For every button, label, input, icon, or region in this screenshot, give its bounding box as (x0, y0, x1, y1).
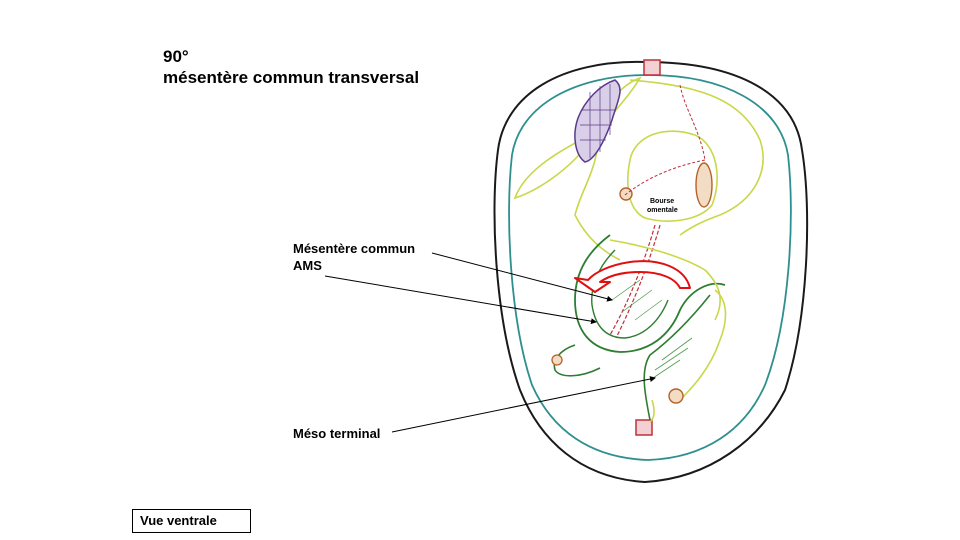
label-mesentere-line1: Mésentère commun (293, 241, 416, 256)
vessel-dashed (624, 159, 706, 196)
rectum-meso (649, 399, 655, 423)
title-angle: 90° (163, 47, 189, 66)
peritoneal-cavity (508, 74, 792, 461)
label-meso-terminal: Méso terminal (293, 426, 381, 441)
sigmoid-section (668, 388, 684, 404)
diagram-title: 90° mésentère commun transversal (163, 46, 419, 88)
leader-ams (324, 275, 597, 325)
intestinal-loop (574, 234, 726, 353)
leader-meso-terminal (391, 376, 656, 433)
body-outline (493, 60, 809, 484)
colon-descending (679, 289, 727, 401)
label-mesentere-commun: Mésentère commun AMS (293, 240, 415, 274)
title-subtitle: mésentère commun transversal (163, 68, 420, 87)
rectum (635, 419, 653, 436)
bourse-label-1: Bourse (650, 198, 674, 205)
rotation-arrow (574, 260, 691, 293)
bourse-omentale (627, 130, 718, 222)
dorsal-mesogastre (629, 79, 764, 236)
ams-vessel-2 (615, 224, 661, 339)
label-ams: AMS (293, 258, 322, 273)
view-label-box: Vue ventrale (132, 509, 251, 533)
spleen-hatch (580, 84, 615, 158)
spleen (574, 79, 621, 163)
bourse-label-2: omentale (647, 207, 678, 214)
esophagus (643, 59, 661, 76)
ams-vessel (609, 224, 656, 336)
leader-mesentere (431, 252, 613, 302)
mesentere-commun (609, 239, 721, 321)
vessel-dashed-2 (679, 84, 706, 161)
duodenum-section (695, 162, 713, 208)
ileal-section (551, 354, 563, 366)
meso-terminal-hatch (649, 337, 693, 381)
ileal-loop (553, 344, 601, 377)
colon-left (643, 294, 711, 421)
